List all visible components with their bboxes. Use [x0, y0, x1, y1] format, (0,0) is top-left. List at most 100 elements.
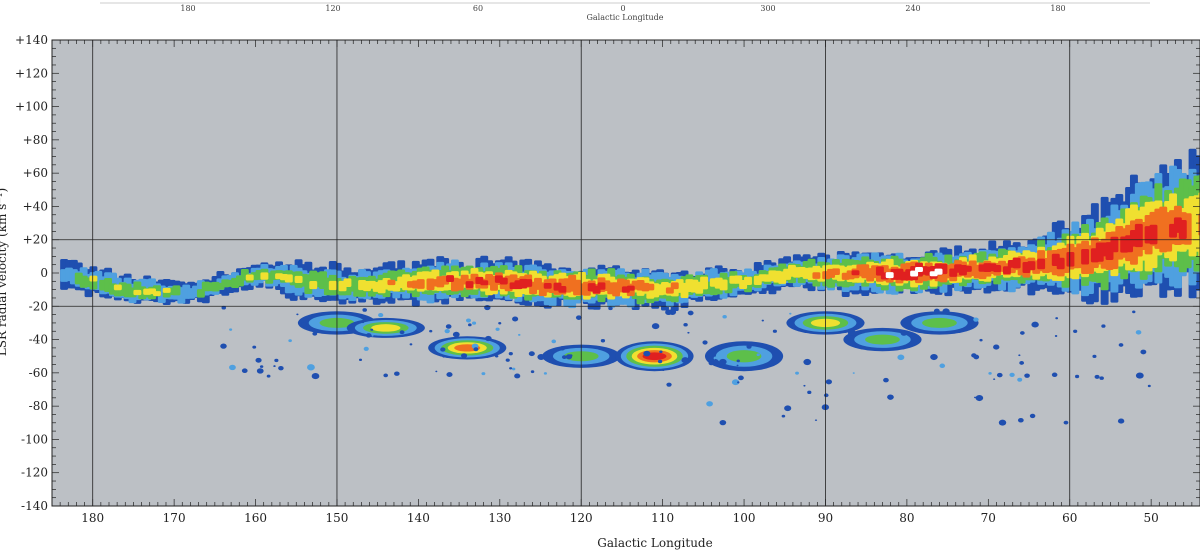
x-tick-label: 130	[488, 511, 511, 525]
emission-cell	[387, 279, 396, 286]
emission-speckle	[241, 368, 248, 374]
emission-speckle	[736, 364, 739, 367]
emission-cell	[934, 268, 943, 275]
emission-speckle	[683, 322, 688, 327]
emission-speckle	[229, 328, 233, 331]
x-tick-label: 150	[326, 511, 349, 525]
emission-speckle	[307, 364, 315, 371]
emission-blob	[922, 317, 957, 328]
y-tick-label: -80	[29, 399, 48, 413]
emission-cell	[646, 283, 655, 291]
x-tick-label: 80	[899, 511, 914, 525]
emission-speckle	[968, 326, 972, 329]
emission-speckle	[1017, 377, 1023, 382]
emission-speckle	[1140, 349, 1147, 355]
emission-speckle	[1118, 343, 1124, 347]
emission-cell	[343, 278, 352, 288]
emission-speckle	[512, 316, 519, 322]
emission-cell	[465, 281, 474, 288]
emission-speckle	[1019, 361, 1025, 365]
top-tick-label: 60	[473, 4, 483, 13]
emission-speckle	[1094, 374, 1100, 379]
emission-speckle	[719, 358, 727, 365]
x-tick-label: 110	[651, 511, 674, 525]
x-tick-label: 70	[981, 511, 996, 525]
x-tick-label: 160	[244, 511, 267, 525]
emission-speckle	[1135, 330, 1142, 335]
emission-cell	[152, 291, 161, 297]
emission-speckle	[887, 394, 894, 400]
emission-speckle	[942, 308, 950, 315]
emission-speckle	[442, 355, 446, 358]
emission-cell	[294, 275, 303, 284]
x-tick-label: 60	[1062, 511, 1077, 525]
emission-speckle	[444, 329, 450, 334]
emission-speckle	[485, 335, 492, 342]
x-tick-label: 170	[163, 511, 186, 525]
y-tick-label: -20	[29, 299, 48, 313]
emission-cell	[597, 282, 606, 290]
emission-cell	[1027, 261, 1036, 271]
y-tick-label: -100	[21, 432, 48, 446]
emission-speckle	[852, 372, 855, 374]
emission-speckle	[687, 331, 690, 334]
y-tick-label: +20	[23, 233, 48, 247]
emission-blob	[726, 350, 762, 363]
top-tick-label: 180	[180, 4, 195, 13]
emission-cell	[196, 289, 205, 298]
emission-speckle	[559, 346, 566, 351]
top-tick-label: 120	[325, 4, 340, 13]
emission-speckle	[1029, 413, 1036, 419]
emission-speckle	[971, 353, 977, 358]
emission-cell	[113, 284, 122, 291]
emission-speckle	[1051, 372, 1058, 377]
emission-speckle	[643, 350, 651, 357]
emission-speckle	[814, 419, 818, 421]
emission-speckle	[509, 367, 513, 370]
emission-cell	[993, 265, 1002, 273]
emission-speckle	[514, 373, 521, 379]
emission-speckle	[256, 368, 264, 374]
emission-speckle	[312, 331, 318, 336]
emission-speckle	[714, 358, 717, 361]
emission-cell	[543, 282, 552, 289]
emission-speckle	[259, 365, 264, 368]
emission-cell	[910, 270, 919, 277]
y-tick-label: +80	[23, 133, 48, 147]
emission-speckle	[445, 324, 452, 329]
emission-cell	[245, 274, 254, 281]
emission-layers	[60, 148, 1200, 426]
emission-speckle	[1017, 417, 1024, 423]
emission-speckle	[551, 339, 557, 344]
x-tick-label: 140	[407, 511, 430, 525]
emission-speckle	[1031, 321, 1039, 328]
emission-speckle	[370, 328, 374, 331]
emission-speckle	[361, 321, 365, 324]
emission-speckle	[278, 365, 284, 371]
emission-speckle	[440, 347, 446, 352]
emission-speckle	[746, 344, 752, 349]
emission-cell	[1149, 224, 1158, 245]
x-axis: 180 170 160 150 140 130 120 110 100 90 80 70 60 50	[59, 40, 1200, 525]
emission-speckle	[358, 358, 363, 362]
emission-speckle	[1075, 374, 1080, 379]
emission-speckle	[662, 369, 665, 372]
emission-speckle	[1101, 324, 1106, 328]
emission-speckle	[528, 351, 535, 357]
emission-cell	[524, 279, 533, 287]
emission-cell	[831, 268, 840, 275]
emission-speckle	[543, 372, 548, 375]
emission-cell	[963, 265, 972, 272]
emission-speckle	[378, 313, 384, 318]
emission-speckle	[897, 354, 905, 361]
emission-speckle	[274, 358, 279, 363]
emission-cell	[1002, 266, 1011, 274]
emission-blob	[865, 334, 900, 345]
emission-speckle	[789, 312, 792, 315]
emission-speckle	[825, 379, 832, 385]
emission-speckle	[666, 382, 672, 387]
emission-speckle	[266, 374, 271, 378]
emission-speckle	[665, 309, 673, 315]
emission-cell	[744, 276, 752, 285]
